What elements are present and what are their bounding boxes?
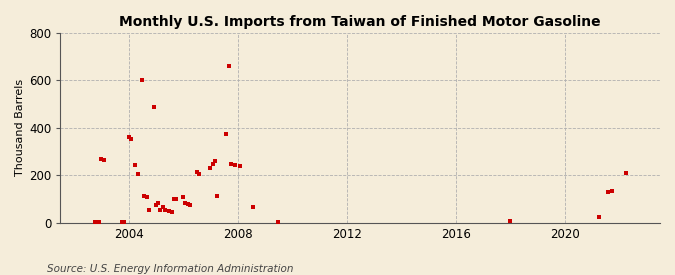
- Point: [209, 159, 220, 163]
- Y-axis label: Thousand Barrels: Thousand Barrels: [15, 79, 25, 177]
- Point: [98, 158, 109, 162]
- Point: [223, 64, 234, 68]
- Point: [207, 161, 218, 166]
- Point: [137, 78, 148, 82]
- Point: [94, 219, 105, 224]
- Point: [89, 219, 100, 224]
- Point: [169, 197, 180, 201]
- Point: [116, 219, 127, 224]
- Point: [602, 190, 613, 194]
- Point: [130, 163, 141, 167]
- Point: [191, 170, 202, 174]
- Point: [184, 203, 195, 207]
- Point: [221, 132, 232, 136]
- Point: [178, 195, 188, 199]
- Title: Monthly U.S. Imports from Taiwan of Finished Motor Gasoline: Monthly U.S. Imports from Taiwan of Fini…: [119, 15, 601, 29]
- Point: [248, 205, 259, 210]
- Point: [205, 166, 216, 170]
- Point: [180, 200, 191, 205]
- Point: [148, 104, 159, 109]
- Point: [182, 202, 193, 206]
- Point: [123, 135, 134, 140]
- Point: [212, 193, 223, 198]
- Point: [194, 172, 205, 177]
- Point: [225, 161, 236, 166]
- Point: [144, 208, 155, 212]
- Point: [607, 189, 618, 193]
- Point: [91, 219, 102, 224]
- Point: [141, 195, 152, 199]
- Point: [234, 164, 245, 168]
- Point: [171, 197, 182, 201]
- Point: [164, 209, 175, 213]
- Point: [155, 208, 166, 212]
- Point: [126, 136, 136, 141]
- Point: [139, 193, 150, 198]
- Point: [151, 203, 161, 207]
- Point: [119, 219, 130, 224]
- Point: [157, 205, 168, 210]
- Point: [620, 171, 631, 175]
- Point: [153, 200, 163, 205]
- Point: [273, 219, 284, 224]
- Point: [132, 172, 143, 177]
- Point: [505, 219, 516, 223]
- Text: Source: U.S. Energy Information Administration: Source: U.S. Energy Information Administ…: [47, 264, 294, 274]
- Point: [96, 156, 107, 161]
- Point: [230, 163, 241, 167]
- Point: [166, 210, 177, 214]
- Point: [593, 215, 604, 219]
- Point: [159, 208, 170, 212]
